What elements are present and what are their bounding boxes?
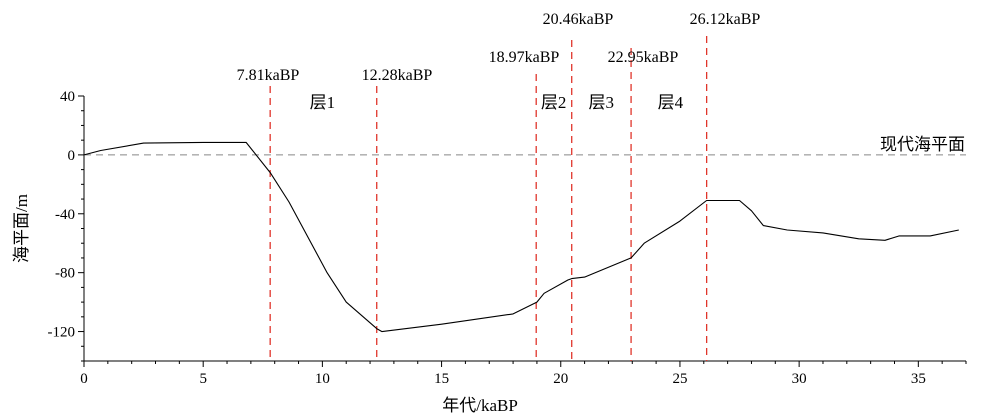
age-markers: 7.81kaBP 12.28kaBP 18.97kaBP 20.46kaBP 22.95… xyxy=(237,11,761,361)
age-marker-label: 18.97kaBP xyxy=(489,49,560,66)
x-tick-label: 35 xyxy=(911,371,926,387)
layer-label: 层2 xyxy=(541,93,567,112)
y-tick-label: -80 xyxy=(55,266,75,282)
x-axis-title: 年代/kaBP xyxy=(442,396,518,415)
x-tick-label: 5 xyxy=(199,371,207,387)
x-tick-label: 0 xyxy=(80,371,88,387)
x-tick-label: 25 xyxy=(672,371,687,387)
sea-level-line xyxy=(83,141,959,333)
x-tick-label: 15 xyxy=(434,371,449,387)
age-marker-label: 26.12kaBP xyxy=(690,11,761,28)
labels-group: 层1 层2 层3 层4 xyxy=(310,93,684,112)
axes: 0 5 10 15 20 25 30 35 40 0 -40 -80 -120 年代/kaBP 海平面/m xyxy=(12,89,967,415)
x-tick-label: 30 xyxy=(792,371,807,387)
x-tick-label: 20 xyxy=(553,371,568,387)
reference-line-label: 现代海平面 xyxy=(880,135,965,154)
layer-label: 层4 xyxy=(658,93,684,112)
y-tick-label: -120 xyxy=(48,325,76,341)
y-axis-title: 海平面/m xyxy=(12,194,31,263)
age-marker-label: 22.95kaBP xyxy=(608,49,679,66)
layer-label: 层3 xyxy=(589,93,615,112)
reference-line-group: 现代海平面 xyxy=(84,135,966,156)
y-tick-label: 0 xyxy=(68,148,76,164)
layer-label: 层1 xyxy=(310,93,336,112)
y-tick-label: -40 xyxy=(55,207,75,223)
y-tick-label: 40 xyxy=(60,89,75,105)
age-marker-label: 12.28kaBP xyxy=(362,67,433,84)
age-marker-label: 20.46kaBP xyxy=(543,11,614,28)
age-marker-label: 7.81kaBP xyxy=(237,67,300,84)
x-tick-label: 10 xyxy=(315,371,330,387)
series-group xyxy=(83,141,959,333)
